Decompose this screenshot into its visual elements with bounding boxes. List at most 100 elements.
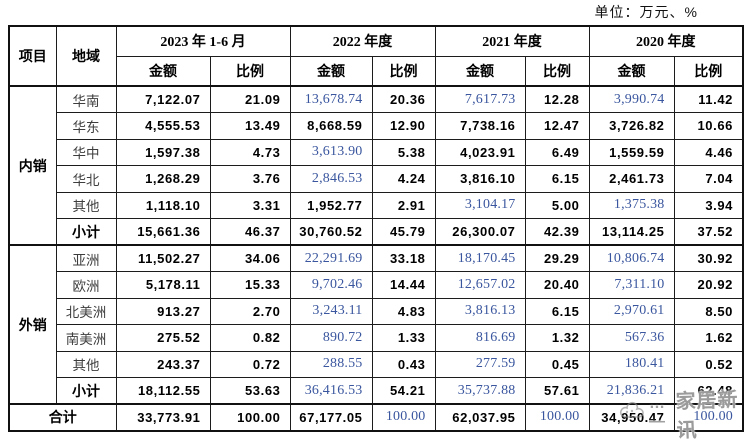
value-cell: 5.00 <box>524 191 590 219</box>
value-cell: 20.92 <box>673 271 744 299</box>
table-row: 华中 1,597.38 4.73 3,613.90 5.38 4,023.91 6.49 1,… <box>9 138 744 166</box>
table-header: 项目 地域 2023 年 1-6 月 2022 年度 2021 年度 2020 … <box>8 25 744 87</box>
value-cell: 1,559.59 <box>588 138 675 166</box>
value-cell: 13.49 <box>209 112 291 140</box>
value-cell: 0.82 <box>209 324 291 352</box>
unit-label: 单位：万元、% <box>594 4 698 20</box>
value-cell: 1,375.38 <box>588 191 675 219</box>
value-cell: 42.39 <box>524 218 590 246</box>
value-cell: 100.00 <box>209 403 291 431</box>
region-label: 华东 <box>55 112 117 140</box>
value-cell: 12.90 <box>371 112 436 140</box>
value-cell: 3,243.11 <box>289 297 373 325</box>
header-row-periods: 项目 地域 2023 年 1-6 月 2022 年度 2021 年度 2020 … <box>8 25 744 87</box>
value-cell: 34,950.47 <box>588 403 675 431</box>
header-ratio: 比例 <box>524 55 590 87</box>
value-cell: 7.04 <box>673 165 744 193</box>
value-cell: 1.32 <box>524 324 590 352</box>
value-cell: 1.62 <box>673 324 744 352</box>
region-label: 小计 <box>55 218 117 246</box>
value-cell: 3,613.90 <box>289 138 373 166</box>
value-cell: 3,990.74 <box>588 85 675 113</box>
value-cell: 180.41 <box>588 350 675 378</box>
value-cell: 15.33 <box>209 271 291 299</box>
total-row: 合计 33,773.91 100.00 67,177.05 100.00 62,037.9… <box>8 403 744 431</box>
region-label: 北美洲 <box>55 297 117 325</box>
value-cell: 20.36 <box>371 85 436 113</box>
region-label: 华中 <box>55 138 117 166</box>
value-cell: 62.48 <box>673 377 744 405</box>
value-cell: 4.24 <box>371 165 436 193</box>
value-cell: 10,806.74 <box>588 244 675 272</box>
value-cell: 33.18 <box>371 244 436 272</box>
region-label: 南美洲 <box>55 324 117 352</box>
value-cell: 36,416.53 <box>289 377 373 405</box>
region-label: 欧洲 <box>55 271 117 299</box>
group-label: 内销 <box>8 85 57 246</box>
header-period-2020: 2020 年度 <box>588 25 744 57</box>
value-cell: 67,177.05 <box>289 403 373 431</box>
sales-by-region-table: 项目 地域 2023 年 1-6 月 2022 年度 2021 年度 2020 … <box>8 25 745 432</box>
value-cell: 21.09 <box>209 85 291 113</box>
table-row: 小计 18,112.55 53.63 36,416.53 54.21 35,737.88 5… <box>9 377 744 405</box>
value-cell: 890.72 <box>289 324 373 352</box>
value-cell: 10.66 <box>673 112 744 140</box>
value-cell: 2,846.53 <box>289 165 373 193</box>
value-cell: 816.69 <box>434 324 526 352</box>
value-cell: 100.00 <box>371 403 436 431</box>
table-row: 外销 亚洲 11,502.27 34.06 22,291.69 33.18 18,170.4… <box>8 244 744 405</box>
value-cell: 46.37 <box>209 218 291 246</box>
value-cell: 2,970.61 <box>588 297 675 325</box>
value-cell: 1,952.77 <box>289 191 373 219</box>
value-cell: 12.28 <box>524 85 590 113</box>
value-cell: 7,617.73 <box>434 85 526 113</box>
value-cell: 62,037.95 <box>434 403 526 431</box>
region-label: 小计 <box>55 377 117 405</box>
value-cell: 4,023.91 <box>434 138 526 166</box>
value-cell: 275.52 <box>115 324 211 352</box>
table-row: 小计 15,661.36 46.37 30,760.52 45.79 26,300.07 4… <box>9 218 744 246</box>
value-cell: 3.76 <box>209 165 291 193</box>
value-cell: 4.83 <box>371 297 436 325</box>
value-cell: 29.29 <box>524 244 590 272</box>
value-cell: 53.63 <box>209 377 291 405</box>
table-row: 内销 华南 7,122.07 21.09 13,678.74 20.36 7,617.73 1… <box>8 85 744 246</box>
value-cell: 34.06 <box>209 244 291 272</box>
value-cell: 4.46 <box>673 138 744 166</box>
header-period-2022: 2022 年度 <box>289 25 436 57</box>
value-cell: 567.36 <box>588 324 675 352</box>
value-cell: 1,268.29 <box>115 165 211 193</box>
value-cell: 18,170.45 <box>434 244 526 272</box>
table-row: 北美洲 913.27 2.70 3,243.11 4.83 3,816.13 6.15 2,9… <box>9 297 744 325</box>
value-cell: 54.21 <box>371 377 436 405</box>
value-cell: 11,502.27 <box>115 244 211 272</box>
value-cell: 6.15 <box>524 297 590 325</box>
table-row: 华东 4,555.53 13.49 8,668.59 12.90 7,738.16 12.4… <box>9 112 744 140</box>
table-body: 内销 华南 7,122.07 21.09 13,678.74 20.36 7,617.73 1… <box>8 85 744 431</box>
value-cell: 12.47 <box>524 112 590 140</box>
value-cell: 5.38 <box>371 138 436 166</box>
region-label: 华南 <box>55 85 117 113</box>
value-cell: 13,114.25 <box>588 218 675 246</box>
value-cell: 1.33 <box>371 324 436 352</box>
value-cell: 9,702.46 <box>289 271 373 299</box>
table-row: 南美洲 275.52 0.82 890.72 1.33 816.69 1.32 567.36 1… <box>9 324 744 352</box>
value-cell: 33,773.91 <box>115 403 211 431</box>
value-cell: 3.94 <box>673 191 744 219</box>
value-cell: 4.73 <box>209 138 291 166</box>
value-cell: 45.79 <box>371 218 436 246</box>
value-cell: 100.00 <box>524 403 590 431</box>
total-label: 合计 <box>8 403 117 431</box>
value-cell: 2.70 <box>209 297 291 325</box>
group-label: 外销 <box>8 244 57 405</box>
value-cell: 7,122.07 <box>115 85 211 113</box>
value-cell: 100.00 <box>673 403 744 431</box>
header-ratio: 比例 <box>673 55 744 87</box>
value-cell: 18,112.55 <box>115 377 211 405</box>
value-cell: 26,300.07 <box>434 218 526 246</box>
value-cell: 288.55 <box>289 350 373 378</box>
value-cell: 20.40 <box>524 271 590 299</box>
table-row: 欧洲 5,178.11 15.33 9,702.46 14.44 12,657.02 20.… <box>9 271 744 299</box>
value-cell: 3,816.10 <box>434 165 526 193</box>
